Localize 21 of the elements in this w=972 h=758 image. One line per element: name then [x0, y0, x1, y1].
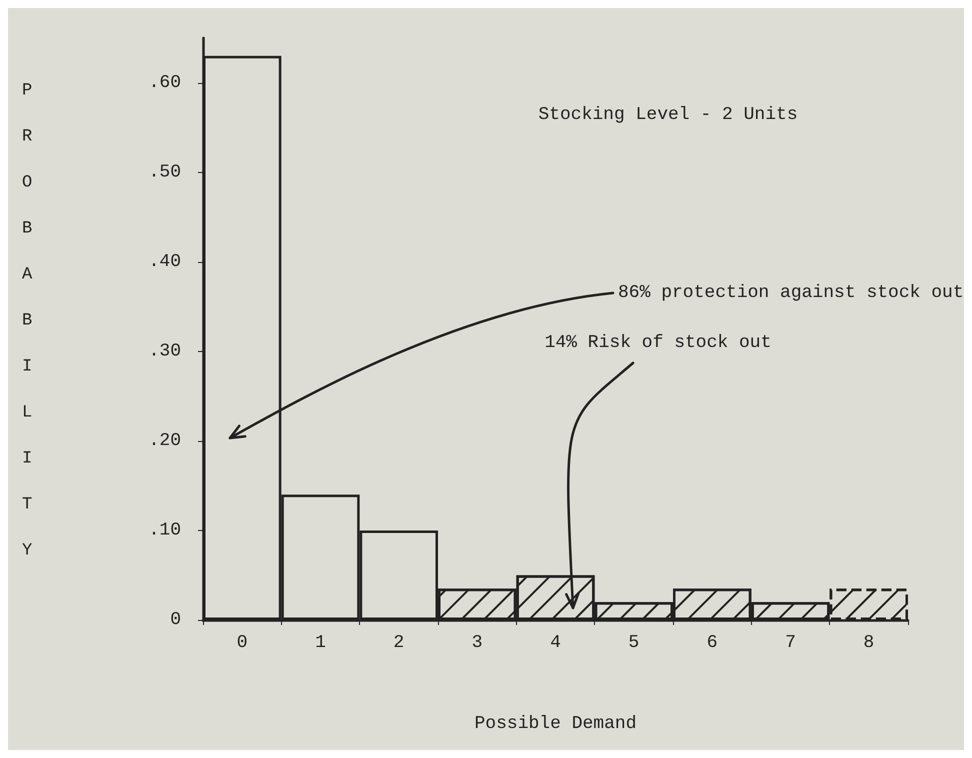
y-tick-label: .50	[148, 162, 181, 182]
x-tick-label: 6	[706, 633, 718, 653]
x-axis-title: Possible Demand	[474, 714, 637, 734]
x-tick-label: 8	[863, 633, 874, 653]
y-tick-label: 0	[170, 610, 181, 630]
x-tick-label: 1	[315, 633, 326, 653]
y-tick-label: .20	[148, 430, 181, 451]
y-tick-label: .10	[148, 520, 181, 540]
x-tick-label: 7	[785, 633, 796, 653]
annotation: 14% Risk of stock out	[544, 333, 772, 353]
x-tick-label: 4	[550, 633, 561, 653]
x-tick-label: 5	[628, 633, 640, 653]
x-tick-label: 3	[472, 633, 483, 653]
x-tick-label: 2	[393, 633, 404, 653]
y-tick-label: .40	[148, 252, 181, 272]
x-tick-label: 0	[236, 633, 248, 653]
annotation: 86% protection against stock out	[618, 283, 964, 303]
y-tick-label: .60	[148, 72, 181, 93]
y-tick-label: .30	[148, 341, 181, 362]
annotation: Stocking Level - 2 Units	[538, 105, 798, 125]
text: PROBABILITY	[22, 82, 32, 560]
